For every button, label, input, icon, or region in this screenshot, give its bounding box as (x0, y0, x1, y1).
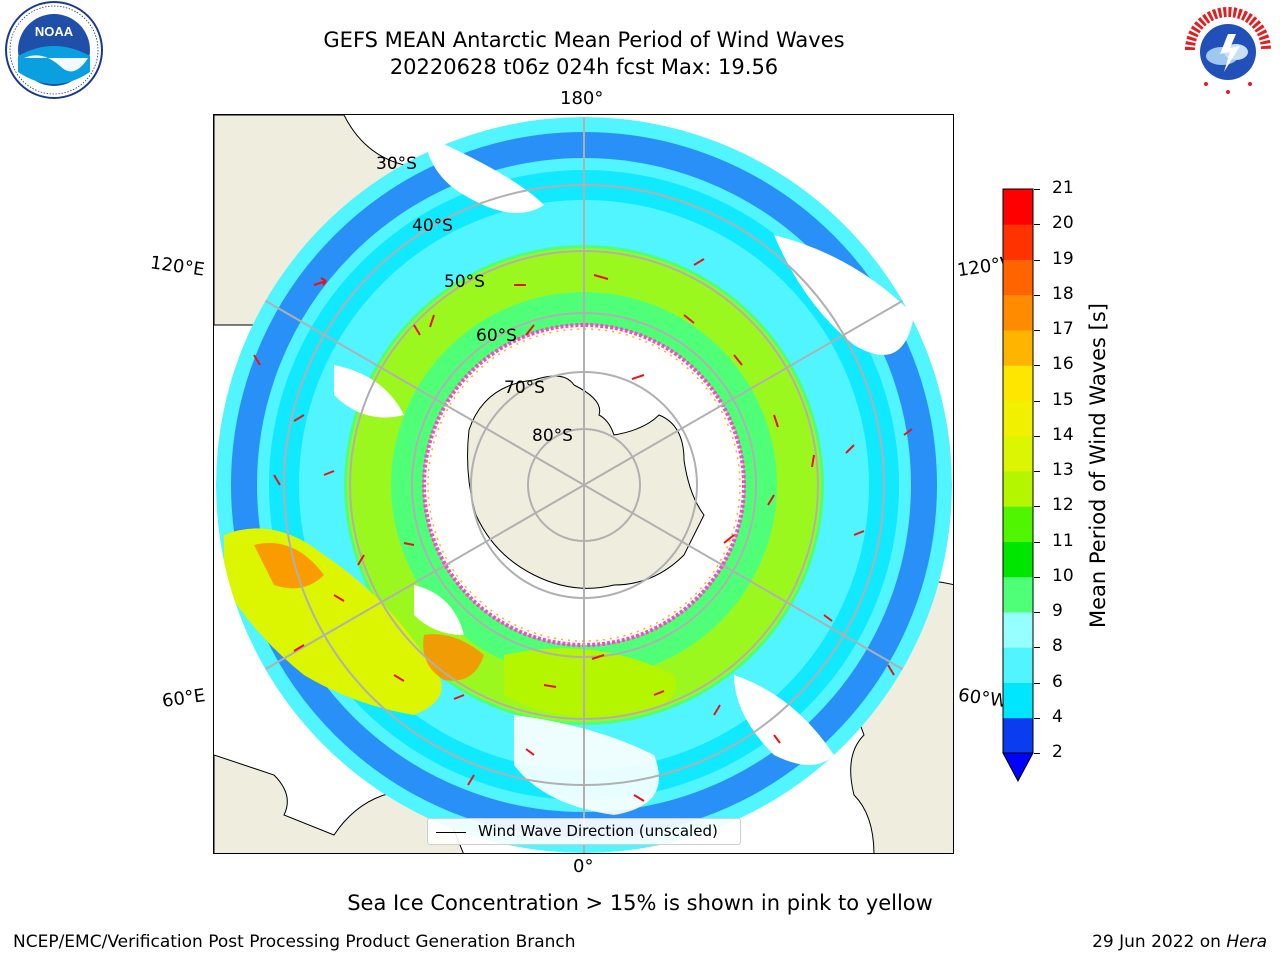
map-legend: Wind Wave Direction (unscaled) (427, 818, 741, 845)
polar-map: 30°S 40°S 50°S 60°S 70°S 80°S (214, 115, 953, 853)
chart-title: GEFS MEAN Antarctic Mean Period of Wind … (323, 28, 845, 52)
colorbar-tick (1034, 294, 1040, 296)
colorbar-extend (1002, 752, 1034, 783)
colorbar-tick (1034, 753, 1040, 754)
lat-label-70s: 70°S (504, 378, 545, 398)
nws-logo-icon (1182, 4, 1274, 96)
colorbar-segment (1003, 224, 1033, 260)
lon-label-120e: 120°E (148, 252, 206, 281)
colorbar-tick-label: 17 (1052, 319, 1074, 339)
colorbar-tick-label: 16 (1052, 354, 1074, 375)
footer-date-text: 29 Jun 2022 on (1092, 932, 1221, 952)
colorbar-segment (1003, 717, 1033, 754)
colorbar-tick-label: 18 (1052, 283, 1074, 304)
lat-label-50s: 50°S (444, 272, 485, 292)
colorbar-tick (1034, 224, 1040, 226)
colorbar-tick (1034, 506, 1040, 508)
colorbar-tick (1034, 541, 1040, 543)
colorbar (1002, 188, 1034, 783)
colorbar-segment (1003, 612, 1033, 648)
colorbar-segment (1003, 259, 1033, 296)
colorbar-tick-label: 19 (1052, 248, 1074, 269)
colorbar-tick (1034, 471, 1040, 472)
colorbar-tick (1034, 435, 1040, 437)
colorbar-segment (1003, 682, 1033, 719)
lat-label-60s: 60°S (476, 326, 517, 346)
colorbar-segment (1003, 647, 1033, 683)
sea-ice-note: Sea Ice Concentration > 15% is shown in … (347, 891, 933, 915)
colorbar-tick-label: 21 (1052, 178, 1074, 198)
lat-label-40s: 40°S (412, 216, 453, 236)
colorbar-segment (1003, 435, 1033, 472)
colorbar-tick-label: 8 (1052, 636, 1063, 657)
footer-machine: Hera (1226, 932, 1267, 952)
colorbar-segment (1003, 506, 1033, 542)
colorbar-tick-label: 2 (1052, 742, 1063, 762)
colorbar-tick-label: 15 (1052, 389, 1074, 410)
colorbar-tick (1034, 717, 1040, 719)
colorbar-tick (1034, 612, 1040, 613)
colorbar-segment (1003, 330, 1033, 366)
colorbar-tick (1034, 330, 1040, 331)
colorbar-segment (1003, 541, 1033, 578)
legend-label: Wind Wave Direction (unscaled) (478, 822, 718, 840)
colorbar-tick (1034, 647, 1040, 649)
lat-label-80s: 80°S (532, 426, 573, 446)
noaa-logo-icon: NOAA (5, 1, 103, 99)
colorbar-tick (1034, 365, 1040, 367)
colorbar-tick-label: 9 (1052, 601, 1063, 621)
colorbar-tick-label: 4 (1052, 706, 1063, 727)
colorbar-tick (1034, 259, 1040, 261)
colorbar-tick-label: 6 (1052, 671, 1063, 692)
colorbar-tick-label: 11 (1052, 530, 1074, 551)
colorbar-segment (1003, 189, 1033, 225)
colorbar-segment (1003, 294, 1033, 331)
legend-line-icon (436, 832, 466, 833)
colorbar-segment (1003, 576, 1033, 613)
footer-credit: NCEP/EMC/Verification Post Processing Pr… (13, 932, 576, 952)
footer-date: 29 Jun 2022 on Hera (1092, 932, 1267, 952)
colorbar-tick-label: 12 (1052, 495, 1074, 516)
colorbar-tick (1034, 400, 1040, 402)
lon-label-60e: 60°E (160, 685, 207, 712)
colorbar-tick (1034, 682, 1040, 684)
colorbar-segment (1003, 365, 1033, 401)
map-plot-area: 30°S 40°S 50°S 60°S 70°S 80°S (213, 114, 954, 854)
chart-subtitle: 20220628 t06z 024h fcst Max: 19.56 (389, 55, 779, 79)
lat-label-30s: 30°S (376, 154, 417, 174)
colorbar-tick (1034, 189, 1040, 190)
colorbar-tick (1034, 576, 1040, 578)
wind-wave-arrows (253, 258, 913, 802)
colorbar-tick-label: 20 (1052, 213, 1074, 234)
colorbar-tick-label: 10 (1052, 565, 1074, 586)
lon-label-180: 180° (560, 88, 604, 109)
colorbar-tick-label: 13 (1052, 460, 1074, 480)
noaa-logo-text: NOAA (35, 24, 74, 39)
colorbar-tick-label: 14 (1052, 424, 1074, 445)
colorbar-label: Mean Period of Wind Waves [s] (1086, 303, 1110, 628)
lon-label-0: 0° (573, 856, 594, 877)
colorbar-segment (1003, 471, 1033, 507)
colorbar-segment (1003, 400, 1033, 437)
